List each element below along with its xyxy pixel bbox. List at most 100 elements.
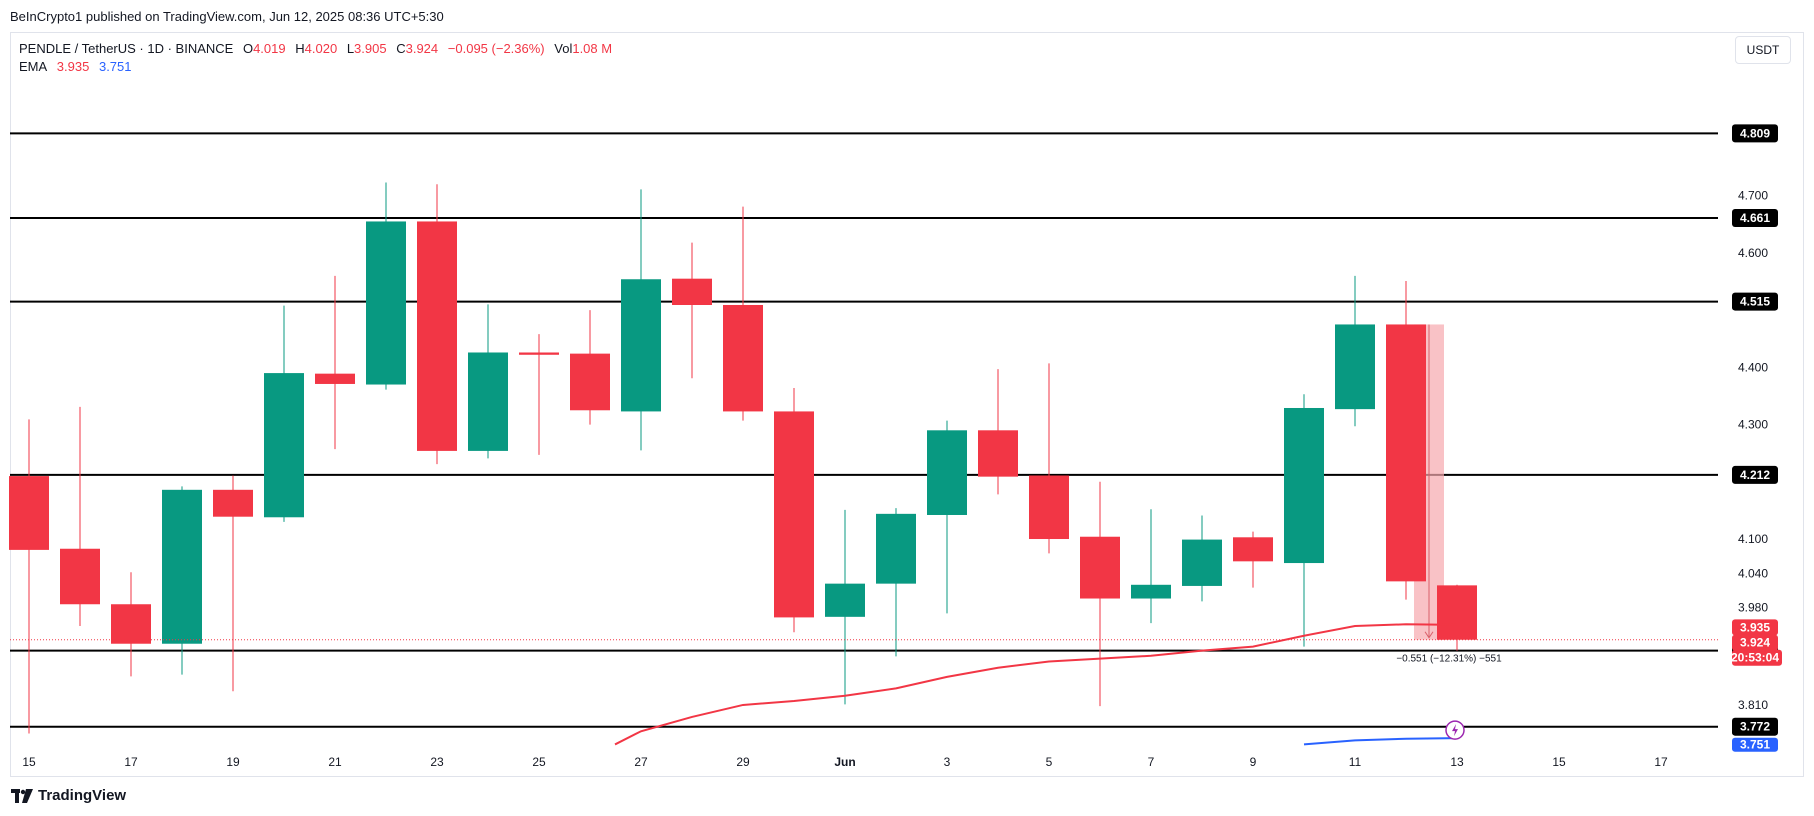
candle-body	[978, 430, 1018, 477]
x-tick-label: 9	[1250, 755, 1257, 769]
y-tick-label: 4.300	[1738, 418, 1768, 432]
legend-symbol[interactable]: PENDLE / TetherUS · 1D · BINANCE	[19, 41, 234, 56]
candle	[162, 486, 202, 675]
level-badge-bg	[1732, 292, 1778, 311]
candle	[672, 242, 712, 379]
candle	[978, 369, 1018, 495]
candle	[1335, 275, 1375, 427]
level-badge-text: 4.515	[1740, 295, 1770, 309]
candle-body	[468, 352, 508, 451]
ema-slow-badge-bg	[1732, 737, 1778, 752]
legend-open-label: O	[242, 41, 254, 56]
countdown-badge: 20:53:04	[1731, 649, 1782, 666]
y-tick-label: 3.980	[1738, 601, 1768, 615]
candle-body	[1131, 584, 1171, 599]
candle	[264, 305, 304, 522]
candle-body	[876, 513, 916, 584]
close-badge-text: 3.924	[1740, 636, 1770, 650]
level-badge: 4.212	[1732, 465, 1778, 484]
legend-vol-label: Vol	[554, 41, 573, 56]
time-axis: 15 17 19 21 23 25 27 29 Jun 3 5 7 9 11 13 15 17	[22, 755, 1668, 769]
candle-body	[621, 279, 661, 412]
ema-slow-badge-text: 3.751	[1740, 738, 1770, 752]
x-tick-label: 21	[328, 755, 342, 769]
publisher-line: BeInCrypto1 published on TradingView.com…	[10, 9, 444, 24]
legend-ema-fast-value: 3.935	[56, 59, 90, 74]
candle	[876, 508, 916, 657]
candle	[9, 419, 49, 734]
candle-body	[60, 548, 100, 605]
x-tick-label: 17	[124, 755, 138, 769]
legend-high-label: H	[295, 41, 305, 56]
y-tick-label: 4.040	[1738, 566, 1768, 580]
ema-lines	[10, 623, 1718, 746]
candle-body	[9, 476, 49, 550]
level-badge-bg	[1732, 465, 1778, 484]
currency-button[interactable]: USDT	[1735, 36, 1791, 64]
level-badge: 4.515	[1732, 292, 1778, 311]
x-tick-label: 5	[1046, 755, 1053, 769]
level-badge: 3.772	[1732, 717, 1778, 736]
legend-vol-value: 1.08 M	[572, 41, 613, 56]
tradingview-logo[interactable]: TradingView	[11, 787, 126, 804]
candle-body	[111, 604, 151, 644]
candle	[723, 206, 763, 421]
candle-body	[1029, 475, 1069, 540]
candle	[213, 475, 253, 692]
brand-name: TradingView	[38, 787, 127, 804]
candle	[570, 310, 610, 425]
y-tick-label: 3.810	[1738, 698, 1768, 712]
candle	[1182, 515, 1222, 602]
candle-body	[570, 353, 610, 411]
candle-body	[723, 304, 763, 412]
candle	[621, 189, 661, 451]
x-tick-label: 23	[430, 755, 444, 769]
x-tick-label: Jun	[834, 755, 855, 769]
candle	[1437, 584, 1477, 651]
candle	[1029, 363, 1069, 554]
candle-body	[366, 221, 406, 385]
x-tick-label: 29	[736, 755, 750, 769]
candle	[366, 182, 406, 390]
level-badge-bg	[1732, 209, 1778, 228]
y-tick-label: 4.400	[1738, 360, 1768, 374]
y-tick-label: 4.600	[1738, 246, 1768, 260]
legend-ema-row: EMA 3.935 3.751	[19, 58, 612, 76]
y-tick-label: 4.100	[1738, 532, 1768, 546]
candle	[417, 184, 457, 465]
x-tick-label: 15	[22, 755, 36, 769]
candle-body	[1182, 539, 1222, 586]
candle	[60, 406, 100, 626]
candle-body	[927, 430, 967, 515]
candle	[825, 509, 865, 705]
candle-body	[1080, 536, 1120, 599]
candle-body	[417, 221, 457, 451]
ema-slow-badge: 3.751	[1732, 737, 1778, 752]
candle-body	[162, 489, 202, 644]
candle	[1386, 280, 1426, 600]
x-tick-label: 7	[1148, 755, 1155, 769]
candle-body	[672, 278, 712, 305]
chart-frame	[10, 32, 1804, 777]
x-tick-label: 11	[1349, 755, 1362, 769]
x-tick-label: 15	[1552, 755, 1566, 769]
candle-body	[825, 583, 865, 617]
candle	[1080, 481, 1120, 707]
x-tick-label: 13	[1450, 755, 1464, 769]
level-badge-bg	[1732, 124, 1778, 143]
candle-body	[1386, 324, 1426, 582]
ema-slow-line	[1303, 737, 1458, 746]
candle-body	[1233, 537, 1273, 562]
y-tick-label: 4.700	[1738, 189, 1768, 203]
ema-fast-badge-text: 3.935	[1740, 620, 1770, 634]
chart-legend: PENDLE / TetherUS · 1D · BINANCE O4.019 …	[19, 40, 612, 76]
level-badge: 4.661	[1732, 209, 1778, 228]
legend-ema-label[interactable]: EMA	[19, 59, 48, 74]
legend-close-value: 3.924	[405, 41, 439, 56]
candle	[468, 304, 508, 459]
candle-body	[315, 373, 355, 384]
x-tick-label: 3	[944, 755, 951, 769]
close-badge-bg	[1732, 634, 1778, 651]
legend-close-label: C	[396, 41, 406, 56]
